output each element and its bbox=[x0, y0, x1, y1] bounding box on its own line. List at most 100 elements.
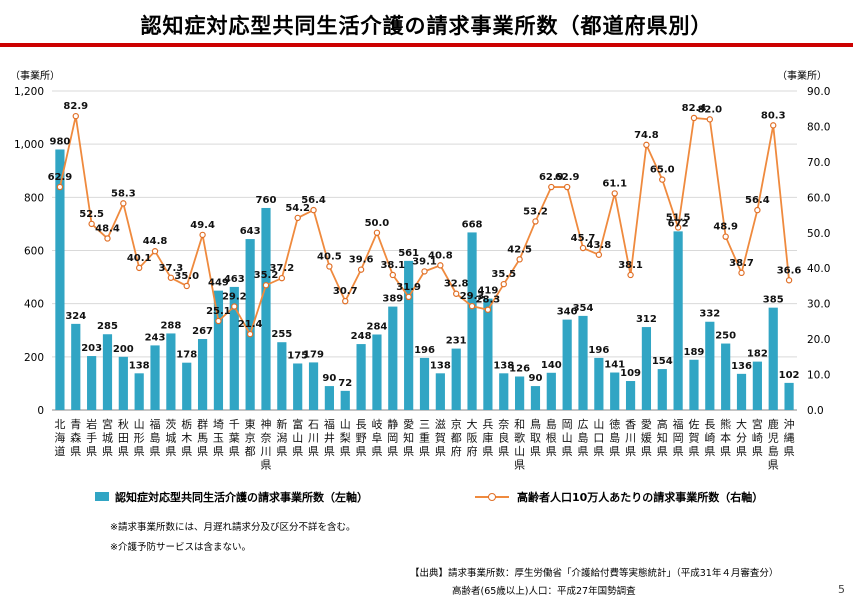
left-axis-unit: （事業所） bbox=[10, 71, 60, 82]
left-tick-label: 1,200 bbox=[14, 86, 44, 98]
rate-point bbox=[500, 280, 507, 288]
left-tick-label: 400 bbox=[24, 299, 44, 311]
left-tick-label: 600 bbox=[24, 246, 44, 258]
category-label: 香川県 bbox=[625, 418, 636, 458]
bar bbox=[752, 361, 762, 410]
source-line-1: 【出典】請求事業所数：厚生労働省「介護給付費等実態統計」（平成31年４月審査分） bbox=[410, 568, 779, 579]
category-label: 岐阜県 bbox=[371, 418, 382, 458]
rate-point bbox=[294, 214, 301, 222]
bar-value-label: 284 bbox=[367, 322, 388, 333]
rate-value-label: 48.9 bbox=[713, 222, 738, 233]
rate-value-label: 62.9 bbox=[539, 172, 564, 183]
legend-line-marker bbox=[488, 493, 496, 501]
left-tick-label: 1,000 bbox=[14, 139, 44, 151]
rate-value-label: 45.7 bbox=[571, 233, 596, 244]
rate-value-label: 50.0 bbox=[365, 218, 390, 229]
bar-value-label: 449 bbox=[208, 278, 229, 289]
bar bbox=[340, 390, 350, 410]
category-label: 広島県 bbox=[578, 418, 589, 458]
rate-value-label: 39.6 bbox=[349, 255, 374, 266]
category-label: 高知県 bbox=[657, 417, 668, 458]
rate-point bbox=[516, 256, 523, 263]
category-label: 山口県 bbox=[593, 418, 604, 458]
bar bbox=[245, 239, 255, 410]
bar-value-label: 72 bbox=[338, 378, 352, 389]
bar bbox=[102, 334, 113, 410]
bar bbox=[182, 362, 192, 410]
note-1: ※請求事業所数には、月遅れ請求分及び区分不詳を含む。 bbox=[110, 522, 356, 533]
bar-value-label: 196 bbox=[588, 345, 609, 356]
right-tick-label: 10.0 bbox=[807, 370, 830, 382]
rate-point bbox=[706, 116, 714, 123]
bar bbox=[229, 286, 239, 410]
rate-value-label: 53.2 bbox=[523, 206, 548, 217]
rate-value-label: 54.2 bbox=[285, 203, 310, 214]
bar-value-label: 182 bbox=[747, 349, 768, 360]
rate-point bbox=[690, 114, 698, 122]
bar-value-label: 138 bbox=[430, 360, 451, 371]
bar bbox=[657, 369, 667, 410]
bar bbox=[610, 372, 620, 410]
category-label: 京都府 bbox=[451, 417, 462, 458]
rate-point bbox=[262, 282, 270, 289]
bar bbox=[134, 373, 144, 410]
rate-value-label: 29.2 bbox=[222, 292, 247, 303]
bar bbox=[118, 356, 128, 410]
rate-value-label: 40.1 bbox=[127, 253, 152, 264]
bar bbox=[768, 307, 778, 410]
category-label: 岡山県 bbox=[562, 418, 573, 458]
category-label: 大分県 bbox=[736, 417, 747, 458]
rate-point bbox=[278, 274, 286, 282]
bar-value-label: 672 bbox=[668, 218, 689, 229]
bar bbox=[515, 376, 525, 410]
page-title: 認知症対応型共同生活介護の請求事業所数（都道府県別） bbox=[140, 14, 713, 38]
rate-value-label: 39.1 bbox=[412, 256, 437, 267]
bar-value-label: 189 bbox=[684, 347, 705, 358]
rate-value-label: 35.0 bbox=[174, 271, 199, 282]
right-tick-label: 70.0 bbox=[807, 157, 830, 169]
bar-value-label: 179 bbox=[303, 349, 324, 360]
rate-value-label: 25.1 bbox=[206, 306, 231, 317]
bar-value-label: 243 bbox=[145, 332, 166, 343]
right-tick-label: 40.0 bbox=[807, 263, 830, 275]
rate-value-label: 61.1 bbox=[602, 178, 627, 189]
bar-value-label: 668 bbox=[462, 219, 483, 230]
bar-value-label: 463 bbox=[224, 274, 245, 285]
rate-value-label: 40.5 bbox=[317, 251, 342, 262]
category-label: 静岡県 bbox=[387, 417, 398, 458]
rate-point bbox=[120, 200, 127, 207]
rate-value-label: 37.3 bbox=[159, 263, 184, 274]
rate-point bbox=[231, 303, 238, 310]
bar-value-label: 90 bbox=[322, 373, 336, 384]
category-label: 佐賀県 bbox=[688, 417, 699, 458]
bar bbox=[594, 357, 604, 410]
category-label: 山形県 bbox=[134, 418, 145, 458]
category-label: 滋賀県 bbox=[435, 418, 446, 458]
rate-value-label: 58.3 bbox=[111, 188, 136, 199]
rate-value-label: 49.4 bbox=[190, 220, 215, 231]
bar-value-label: 248 bbox=[351, 331, 372, 342]
rate-value-label: 65.0 bbox=[650, 165, 675, 176]
category-label: 山梨県 bbox=[340, 418, 351, 458]
bar-value-label: 138 bbox=[129, 360, 150, 371]
category-label: 新潟県 bbox=[276, 417, 287, 458]
rate-point bbox=[104, 235, 111, 242]
rate-point bbox=[659, 176, 666, 183]
bar-value-label: 154 bbox=[652, 356, 673, 367]
bar-value-label: 285 bbox=[97, 321, 118, 332]
category-label: 長野県 bbox=[356, 418, 367, 458]
rate-point bbox=[72, 112, 79, 120]
rate-point bbox=[56, 183, 64, 191]
bar bbox=[388, 306, 398, 410]
bar bbox=[356, 344, 366, 410]
rate-point bbox=[151, 248, 159, 255]
bar-value-label: 340 bbox=[557, 307, 578, 318]
category-label: 秋田県 bbox=[118, 417, 129, 458]
bar-value-label: 324 bbox=[65, 311, 86, 322]
rate-point bbox=[532, 218, 539, 225]
bar-value-label: 250 bbox=[715, 331, 736, 342]
bar-value-label: 267 bbox=[192, 326, 213, 337]
rate-value-label: 82.0 bbox=[697, 104, 722, 115]
bar-value-label: 561 bbox=[398, 248, 419, 259]
